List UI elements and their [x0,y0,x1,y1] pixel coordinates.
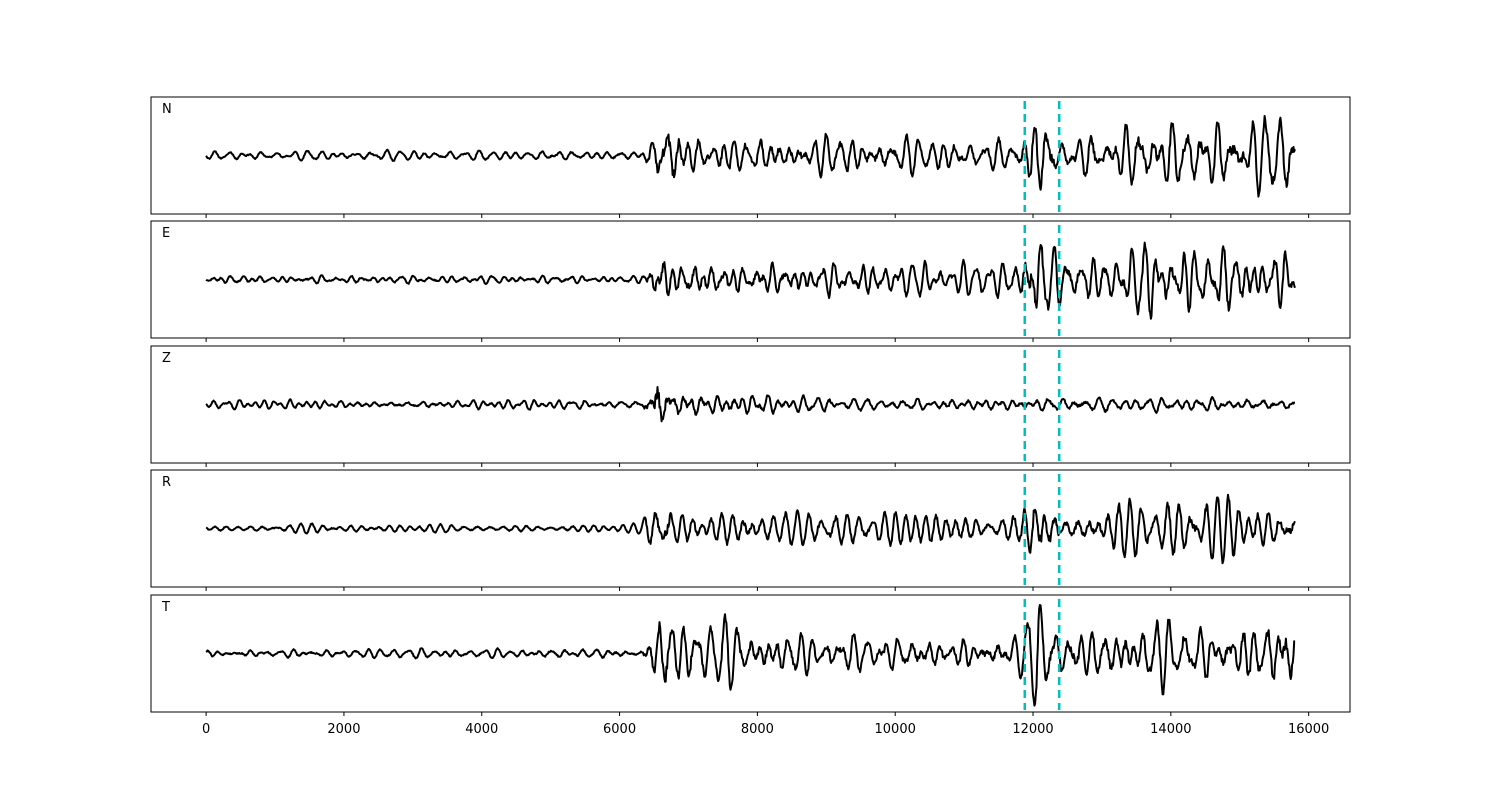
channel-label: E [162,226,170,241]
trace-r [205,493,1296,565]
x-tick-label: 6000 [603,722,636,737]
channel-panel-t: T [150,594,1351,716]
x-tick-label: 2000 [327,722,360,737]
x-tick-label: 14000 [1150,722,1191,737]
panel-frame [150,594,1351,713]
channel-panel-e: E [150,220,1351,342]
channel-label: Z [162,351,171,366]
x-tick-label: 12000 [1012,722,1053,737]
channel-label: R [162,475,171,490]
trace-t [205,604,1296,707]
trace-z [205,386,1296,423]
channel-panel-n: N [150,96,1351,218]
channel-panel-r: R [150,469,1351,591]
x-tick-label: 10000 [875,722,916,737]
x-tick-label: 16000 [1288,722,1329,737]
panel-frame [150,220,1351,339]
x-tick-label: 4000 [465,722,498,737]
x-tick-label: 8000 [741,722,774,737]
channel-label: T [161,600,170,615]
x-tick-label: 0 [202,722,210,737]
channel-label: N [162,102,172,117]
trace-n [205,115,1296,198]
trace-e [205,241,1296,320]
channel-panel-z: Z [150,345,1351,467]
